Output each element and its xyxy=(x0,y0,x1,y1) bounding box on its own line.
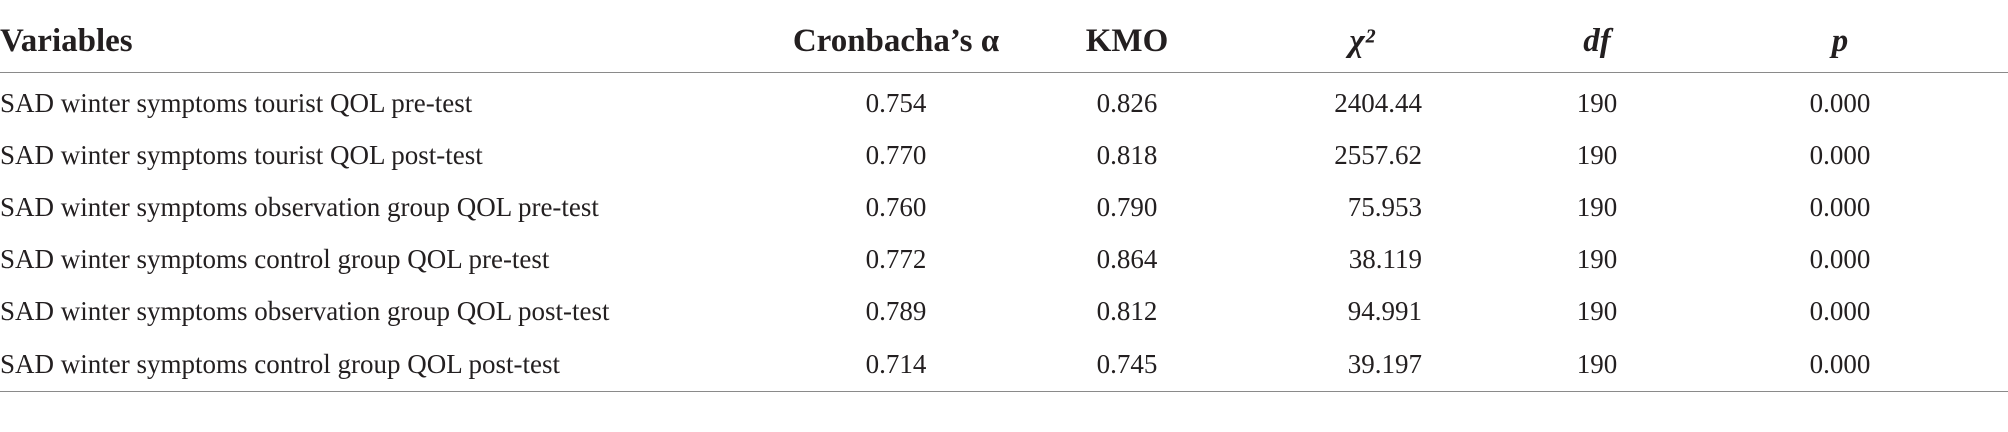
cell-variable: SAD winter symptoms tourist QOL pre-test xyxy=(0,87,473,118)
cell-variable: SAD winter symptoms observation group QO… xyxy=(0,191,599,222)
cell-kmo: 0.864 xyxy=(1096,243,1158,274)
cell-variable: SAD winter symptoms control group QOL po… xyxy=(0,337,740,392)
cell-kmo: 0.812 xyxy=(1096,295,1158,326)
table-body: SAD winter symptoms tourist QOL pre-test… xyxy=(0,73,2008,392)
cell-chi-square: 2557.62 xyxy=(1202,129,1522,181)
header-variables: Variables xyxy=(0,10,740,73)
cell-alpha: 0.714 xyxy=(740,337,1052,392)
cell-df: 190 xyxy=(1576,191,1618,222)
cell-alpha: 0.754 xyxy=(865,87,927,118)
cell-chi-square: 39.197 xyxy=(1202,337,1522,392)
header-cronbach-alpha: Cronbacha’s α xyxy=(740,10,1052,73)
chi-square-value: 38.119 xyxy=(1348,243,1422,274)
cell-kmo: 0.745 xyxy=(1052,337,1202,392)
cell-chi-square: 2404.44 xyxy=(1202,73,1522,130)
table-row: SAD winter symptoms tourist QOL pre-test… xyxy=(0,73,2008,130)
cell-p: 0.000 xyxy=(1672,337,2008,392)
header-kmo: KMO xyxy=(1052,10,1202,73)
cell-kmo: 0.818 xyxy=(1096,139,1158,170)
header-df: df xyxy=(1522,10,1672,73)
cell-kmo: 0.826 xyxy=(1096,87,1158,118)
cell-variable: SAD winter symptoms observation group QO… xyxy=(0,295,610,326)
cell-p: 0.000 xyxy=(1809,191,1871,222)
chi-square-value: 39.197 xyxy=(1347,348,1422,379)
cell-alpha: 0.760 xyxy=(865,191,927,222)
cell-variable: SAD winter symptoms control group QOL pr… xyxy=(0,243,550,274)
cell-p: 0.000 xyxy=(1809,87,1871,118)
cell-df: 190 xyxy=(1576,139,1618,170)
cell-chi-square: 38.119 xyxy=(1202,233,1522,285)
cell-alpha: 0.772 xyxy=(865,243,927,274)
table-header-row: Variables Cronbacha’s α KMO χ² df p xyxy=(0,10,2008,73)
table-row: SAD winter symptoms observation group QO… xyxy=(0,181,2008,233)
reliability-validity-table: Variables Cronbacha’s α KMO χ² df p SAD … xyxy=(0,10,2008,392)
chi-square-value: 2404.44 xyxy=(1334,87,1422,118)
header-p: p xyxy=(1672,10,2008,73)
chi-square-value: 2557.62 xyxy=(1334,139,1422,170)
table-row: SAD winter symptoms observation group QO… xyxy=(0,285,2008,337)
cell-p: 0.000 xyxy=(1809,295,1871,326)
cell-alpha: 0.770 xyxy=(865,139,927,170)
cell-alpha: 0.789 xyxy=(865,295,927,326)
table-row: SAD winter symptoms control group QOL pr… xyxy=(0,233,2008,285)
cell-chi-square: 94.991 xyxy=(1202,285,1522,337)
cell-df: 190 xyxy=(1576,295,1618,326)
cell-df: 190 xyxy=(1576,243,1618,274)
cell-chi-square: 75.953 xyxy=(1202,181,1522,233)
cell-p: 0.000 xyxy=(1809,243,1871,274)
cell-df: 190 xyxy=(1522,337,1672,392)
table-row: SAD winter symptoms tourist QOL post-tes… xyxy=(0,129,2008,181)
header-chi-square: χ² xyxy=(1202,10,1522,73)
cell-p: 0.000 xyxy=(1809,139,1871,170)
chi-square-value: 75.953 xyxy=(1347,191,1422,222)
cell-df: 190 xyxy=(1576,87,1618,118)
cell-kmo: 0.790 xyxy=(1096,191,1158,222)
cell-variable: SAD winter symptoms tourist QOL post-tes… xyxy=(0,139,483,170)
chi-square-value: 94.991 xyxy=(1347,295,1422,326)
table-row: SAD winter symptoms control group QOL po… xyxy=(0,337,2008,392)
